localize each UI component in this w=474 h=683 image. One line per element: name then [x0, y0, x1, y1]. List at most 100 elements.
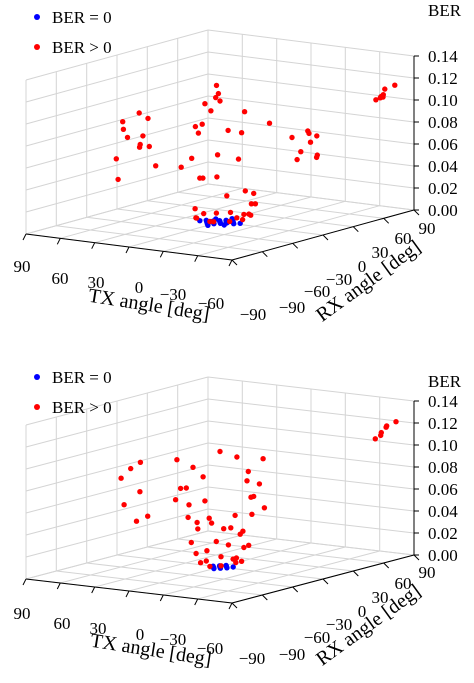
legend-marker	[34, 374, 40, 380]
data-point	[214, 152, 221, 158]
data-point	[189, 155, 195, 161]
data-point	[382, 86, 388, 92]
data-point	[145, 513, 151, 519]
data-point	[210, 219, 217, 225]
data-point	[256, 481, 263, 487]
wall-grid-line	[207, 139, 415, 167]
x-tick-label: 90	[14, 257, 31, 276]
data-point	[194, 215, 200, 221]
x-tick-mark	[56, 582, 61, 590]
wall-grid-line	[25, 420, 209, 470]
data-point	[298, 149, 304, 155]
data-point	[294, 156, 300, 163]
data-point	[234, 215, 240, 221]
y-tick-label: −90	[279, 298, 306, 317]
wall-grid-line	[207, 51, 415, 79]
y-tick-label: 90	[419, 563, 436, 582]
series-0	[197, 216, 243, 228]
x-tick-label: −30	[160, 285, 187, 304]
data-point	[202, 101, 208, 107]
y-tick-label: −60	[304, 282, 331, 301]
data-points	[113, 82, 398, 228]
z-tick-label: 0.02	[428, 179, 458, 198]
y-tick-mark	[292, 242, 299, 249]
data-point	[249, 511, 255, 517]
data-point	[378, 432, 384, 439]
y-tick-mark	[383, 562, 390, 569]
y-tick-label: 30	[372, 243, 389, 262]
data-point	[248, 201, 255, 207]
wall-grid-line	[25, 161, 209, 213]
data-point	[197, 175, 203, 181]
z-tick-label: 0.10	[428, 436, 458, 455]
x-tick-mark	[22, 233, 27, 241]
data-point	[314, 152, 320, 158]
y-tick-mark	[292, 586, 299, 593]
data-point	[305, 128, 311, 134]
data-point	[241, 544, 247, 551]
floor-grid-line	[86, 216, 293, 244]
data-point	[232, 512, 238, 519]
x-tick-mark	[194, 598, 199, 606]
data-point	[223, 562, 229, 569]
data-point	[202, 498, 208, 504]
data-point	[224, 193, 230, 199]
floor-grid-line	[56, 225, 263, 253]
wall-grid-line	[207, 29, 415, 57]
data-point	[172, 497, 179, 503]
data-point	[227, 209, 234, 216]
x-tick-label: 60	[52, 269, 69, 288]
legend: BER = 0 BER > 0	[34, 8, 112, 57]
data-point	[208, 520, 215, 526]
z-axis-title: BER	[428, 372, 462, 391]
data-point	[221, 526, 227, 532]
data-point	[217, 98, 223, 104]
z-tick-label: 0.14	[428, 47, 458, 66]
floor-grid-line	[177, 538, 384, 564]
data-point	[211, 565, 217, 572]
grid	[22, 376, 420, 610]
x-tick-mark	[159, 251, 164, 258]
y-tick-label: 30	[372, 588, 389, 607]
wall-grid-line	[207, 398, 415, 424]
z-tick-label: 0.12	[428, 69, 458, 88]
data-point	[128, 465, 134, 472]
data-point	[307, 139, 314, 145]
x-tick-mark	[22, 578, 27, 586]
y-tick-label: 0	[358, 602, 367, 621]
data-point	[146, 143, 152, 150]
floor-grid-line	[147, 546, 354, 572]
data-point	[193, 550, 199, 557]
series-1	[113, 82, 398, 225]
y-tick-mark	[383, 217, 390, 224]
z-tick-label: 0.08	[428, 113, 458, 132]
wall-grid-line	[25, 442, 209, 492]
z-tick-label: 0.08	[428, 458, 458, 477]
data-point	[197, 560, 204, 566]
data-point	[239, 216, 246, 223]
legend-label: BER = 0	[52, 368, 112, 387]
data-point	[241, 109, 248, 115]
y-tick-label: 0	[358, 257, 367, 276]
wall-grid-line	[25, 183, 209, 235]
data-point	[213, 538, 219, 545]
y-tick-mark	[352, 570, 359, 577]
wall-grid-line	[25, 376, 209, 426]
legend-marker	[34, 404, 40, 410]
x-tick-label: −60	[197, 639, 224, 658]
data-points	[118, 419, 399, 572]
z-axis-title: BER	[428, 1, 462, 20]
data-point	[199, 121, 205, 127]
z-tick-label: 0.12	[428, 414, 458, 433]
data-point	[124, 134, 131, 141]
wall-grid-line	[25, 73, 209, 125]
data-point	[137, 489, 143, 495]
legend-marker	[34, 44, 40, 50]
y-tick-mark	[413, 209, 420, 216]
wall-grid-line	[207, 420, 415, 446]
z-tick-label: 0.14	[428, 392, 458, 411]
y-tick-label: −90	[279, 645, 306, 664]
x-tick-label: 30	[88, 273, 105, 292]
data-point	[140, 133, 146, 139]
